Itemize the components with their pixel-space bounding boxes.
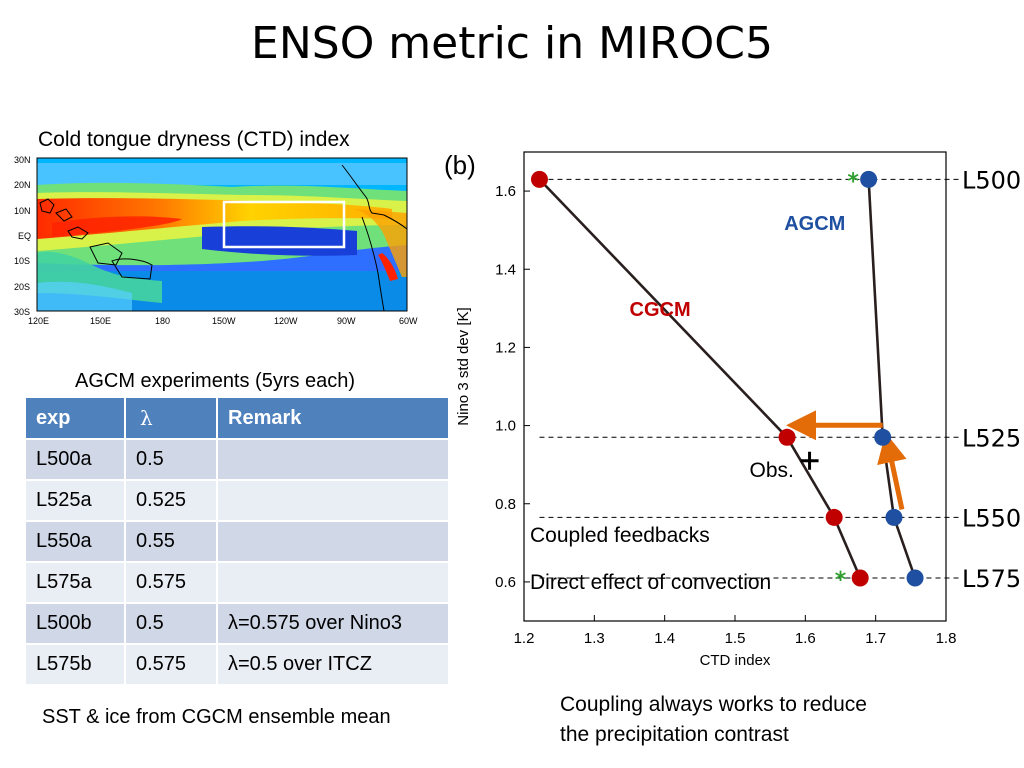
table-cell <box>217 561 450 603</box>
y-tick-label: 0.8 <box>495 496 516 513</box>
data-point <box>906 569 924 587</box>
conclusion-line-1: Coupling always works to reduce <box>560 693 867 716</box>
table-row: L575a 0.575 <box>26 561 450 603</box>
map-lat-label: 30N <box>14 155 31 165</box>
reference-level-label: L550 <box>962 504 1021 532</box>
y-tick-label: 1.0 <box>495 418 516 435</box>
map-lon-label: 150E <box>90 316 111 326</box>
reference-level-label: L500 <box>962 166 1021 194</box>
x-tick-label: 1.8 <box>936 630 957 647</box>
map-lat-label: 20S <box>14 282 30 292</box>
data-point <box>860 170 878 188</box>
table-row: L500a 0.5 <box>26 438 450 480</box>
y-tick-label: 0.6 <box>495 574 516 591</box>
table-cell: 0.525 <box>125 479 218 521</box>
series-label-cgcm: CGCM <box>630 299 691 321</box>
table-cell <box>217 479 450 521</box>
x-tick-label: 1.4 <box>654 630 675 647</box>
table-cell: L500a <box>26 438 126 480</box>
map-lon-label: 60W <box>399 316 418 326</box>
table-cell: λ=0.575 over Nino3 <box>217 602 450 644</box>
x-tick-label: 1.5 <box>725 630 746 647</box>
x-tick-label: 1.2 <box>514 630 535 647</box>
table-cell: 0.575 <box>125 561 218 603</box>
conclusion-line-2: the precipitation contrast <box>560 723 789 746</box>
map-lon-label: 150W <box>212 316 236 326</box>
column-header-lambda: λ <box>125 398 218 439</box>
obs-label: Obs. <box>750 459 794 482</box>
map-lat-label: EQ <box>18 231 31 241</box>
table-cell: 0.5 <box>125 438 218 480</box>
green-star-marker: * <box>847 169 859 194</box>
data-point <box>778 428 796 446</box>
enso-scatter-plot: (b) CTD index Nino 3 std dev [K] Coupled… <box>444 150 1021 669</box>
table-row: L550a 0.55 <box>26 520 450 562</box>
table-cell: 0.5 <box>125 602 218 644</box>
table-cell <box>217 520 450 562</box>
ctd-map-caption: Cold tongue dryness (CTD) index <box>38 128 350 151</box>
panel-label: (b) <box>444 150 476 180</box>
table-cell: 0.55 <box>125 520 218 562</box>
map-lon-label: 120W <box>274 316 298 326</box>
experiment-table: exp λ Remark L500a 0.5 L525a 0.525 L550a… <box>26 398 450 684</box>
map-lat-label: 20N <box>14 180 31 190</box>
page-title: ENSO metric in MIROC5 <box>251 18 773 69</box>
column-header-exp: exp <box>26 398 126 439</box>
table-cell: L575b <box>26 643 126 684</box>
map-lon-label: 180 <box>155 316 170 326</box>
data-point <box>874 428 892 446</box>
ctd-map: 30N 20N 10N EQ 10S 20S 30S 120E 150E 180… <box>14 155 418 326</box>
table-row: L575b 0.575 λ=0.5 over ITCZ <box>26 643 450 684</box>
y-tick-label: 1.2 <box>495 339 516 356</box>
conclusion-note: Coupling always works to reduce the prec… <box>560 690 867 750</box>
green-star-marker: * <box>835 568 847 593</box>
annotation-direct-effect: Direct effect of convection <box>530 571 771 594</box>
convection-effect-arrow <box>877 432 907 510</box>
table-cell: L550a <box>26 520 126 562</box>
x-tick-label: 1.3 <box>584 630 605 647</box>
table-cell: λ=0.5 over ITCZ <box>217 643 450 684</box>
table-cell <box>217 438 450 480</box>
sst-caption: SST & ice from CGCM ensemble mean <box>42 706 391 728</box>
map-lon-label: 90W <box>337 316 356 326</box>
map-lat-label: 30S <box>14 307 30 317</box>
y-tick-label: 1.6 <box>495 183 516 200</box>
y-tick-label: 1.4 <box>495 261 516 278</box>
table-header-row: exp λ Remark <box>26 398 450 439</box>
table-row: L525a 0.525 <box>26 479 450 521</box>
series-line <box>867 179 917 579</box>
reference-level-label: L575 <box>962 565 1021 593</box>
agcm-experiments-caption: AGCM experiments (5yrs each) <box>75 370 356 392</box>
y-axis-label: Nino 3 std dev [K] <box>455 307 472 425</box>
plot-frame <box>523 151 947 622</box>
x-tick-label: 1.7 <box>865 630 886 647</box>
x-tick-label: 1.6 <box>795 630 816 647</box>
table-cell: 0.575 <box>125 643 218 684</box>
map-lat-label: 10N <box>14 206 31 216</box>
annotation-coupled-feedbacks: Coupled feedbacks <box>530 524 710 547</box>
data-point <box>530 170 548 188</box>
x-axis-label: CTD index <box>700 652 771 669</box>
data-point <box>851 569 869 587</box>
column-header-remark: Remark <box>217 398 450 439</box>
table-cell: L525a <box>26 479 126 521</box>
series-line <box>538 178 862 579</box>
map-lat-label: 10S <box>14 256 30 266</box>
table-row: L500b 0.5 λ=0.575 over Nino3 <box>26 602 450 644</box>
series-label-agcm: AGCM <box>784 213 845 235</box>
data-point <box>885 508 903 526</box>
reference-level-label: L525 <box>962 424 1021 452</box>
table-cell: L575a <box>26 561 126 603</box>
map-lon-label: 120E <box>28 316 49 326</box>
table-cell: L500b <box>26 602 126 644</box>
data-point <box>825 508 843 526</box>
